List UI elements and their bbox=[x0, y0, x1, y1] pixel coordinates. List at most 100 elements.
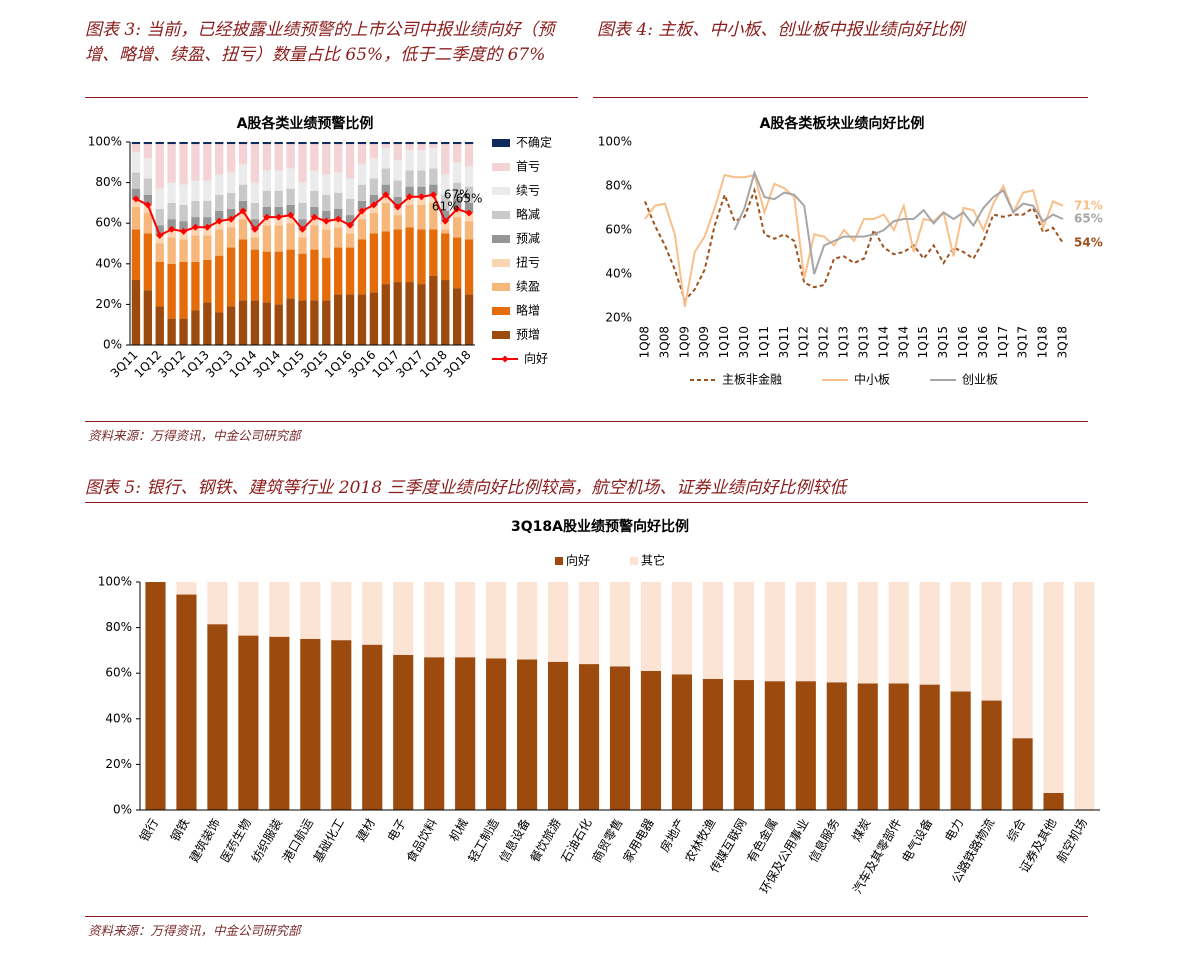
bar-segment bbox=[345, 178, 355, 199]
bar-segment bbox=[405, 150, 414, 171]
bar-segment bbox=[286, 168, 295, 189]
bar-segment bbox=[441, 221, 450, 230]
bar-segment bbox=[215, 229, 224, 256]
legend-swatch bbox=[492, 163, 510, 171]
bar-segment bbox=[405, 142, 414, 145]
rule bbox=[85, 502, 1088, 503]
legend-label: 预增 bbox=[516, 328, 540, 342]
bar-segment bbox=[417, 170, 426, 187]
bar-segment bbox=[334, 294, 343, 345]
bar-segment bbox=[405, 282, 414, 345]
bar-segment bbox=[517, 659, 538, 810]
bar-segment bbox=[452, 162, 462, 183]
bar-segment bbox=[179, 318, 188, 345]
bar-segment bbox=[250, 144, 260, 183]
bar-segment bbox=[238, 219, 248, 240]
bar-segment bbox=[357, 219, 367, 240]
bar-segment bbox=[274, 144, 283, 171]
bar-segment bbox=[310, 249, 319, 301]
bar-segment bbox=[310, 206, 319, 218]
x-tick-label: 3Q13 bbox=[856, 326, 870, 358]
value-label: 54% bbox=[1074, 236, 1103, 250]
bar-segment bbox=[131, 280, 141, 345]
bar-segment bbox=[310, 300, 319, 345]
bar-segment bbox=[393, 180, 402, 197]
bar-segment bbox=[381, 144, 390, 149]
marker bbox=[251, 225, 259, 233]
bar-segment bbox=[203, 259, 212, 303]
x-tick-label: 3Q08 bbox=[657, 326, 671, 358]
bar-segment bbox=[357, 211, 367, 220]
bar-segment bbox=[143, 233, 153, 291]
bar-segment bbox=[167, 263, 176, 319]
bar-segment bbox=[215, 142, 224, 145]
y-tick-label: 80% bbox=[605, 179, 632, 193]
x-tick-label: 房地产 bbox=[657, 816, 688, 855]
bar-segment bbox=[548, 582, 569, 662]
bar-segment bbox=[262, 144, 271, 171]
bar-segment bbox=[191, 227, 200, 236]
bar-segment bbox=[393, 654, 414, 810]
bar-segment bbox=[143, 142, 153, 145]
bar-segment bbox=[345, 215, 355, 226]
bar-segment bbox=[405, 186, 414, 197]
legend-label: 主板非金融 bbox=[722, 372, 782, 387]
bar-segment bbox=[609, 666, 631, 810]
bar-segment bbox=[888, 683, 909, 810]
marker bbox=[203, 223, 211, 231]
bar-segment bbox=[417, 229, 426, 285]
bar-segment bbox=[215, 144, 224, 175]
bar-segment bbox=[238, 635, 259, 810]
bar-segment bbox=[155, 208, 164, 226]
bar-segment bbox=[393, 282, 402, 345]
bar-segment bbox=[464, 239, 474, 295]
bar-segment bbox=[1074, 582, 1095, 810]
bar-segment bbox=[167, 202, 176, 220]
bar-segment bbox=[369, 194, 379, 205]
bar-segment bbox=[179, 261, 188, 319]
bar-segment bbox=[238, 184, 248, 201]
legend-label: 首亏 bbox=[516, 160, 540, 174]
bar-segment bbox=[167, 144, 176, 183]
bar-segment bbox=[131, 172, 141, 189]
bar-segment bbox=[298, 300, 307, 345]
bar-segment bbox=[167, 237, 176, 264]
bar-segment bbox=[207, 582, 228, 625]
bar-segment bbox=[578, 664, 600, 810]
bar-segment bbox=[357, 239, 367, 295]
bar-segment bbox=[362, 582, 383, 645]
bar-segment bbox=[226, 247, 236, 307]
bar-segment bbox=[334, 227, 343, 248]
bar-segment bbox=[452, 142, 462, 145]
bar-segment bbox=[191, 144, 200, 181]
legend-label: 其它 bbox=[641, 553, 665, 568]
bar-segment bbox=[369, 158, 379, 179]
legend-label: 不确定 bbox=[516, 135, 552, 150]
bar-segment bbox=[405, 170, 414, 187]
bar-segment bbox=[702, 582, 723, 679]
bar-segment bbox=[262, 170, 271, 191]
bar-segment bbox=[250, 300, 260, 345]
bar-segment bbox=[393, 144, 402, 161]
bar-segment bbox=[441, 194, 450, 212]
bar-segment bbox=[298, 142, 307, 145]
legend-label: 扭亏 bbox=[516, 256, 540, 270]
marker bbox=[441, 217, 449, 225]
bar-segment bbox=[286, 215, 295, 224]
bar-segment bbox=[429, 144, 438, 149]
bar-segment bbox=[826, 682, 847, 810]
bar-segment bbox=[334, 142, 343, 145]
bar-segment bbox=[888, 582, 909, 684]
bar-segment bbox=[274, 190, 283, 207]
bar-segment bbox=[215, 194, 224, 212]
bar-segment bbox=[441, 233, 450, 281]
x-tick-label: 基础化工 bbox=[311, 816, 347, 865]
line bbox=[644, 186, 1064, 303]
bar-segment bbox=[155, 142, 164, 145]
x-tick-label: 建材 bbox=[354, 816, 378, 844]
bar-segment bbox=[334, 172, 343, 193]
value-label: 67% bbox=[444, 187, 471, 201]
marker bbox=[310, 213, 318, 221]
bar-segment bbox=[191, 180, 200, 201]
